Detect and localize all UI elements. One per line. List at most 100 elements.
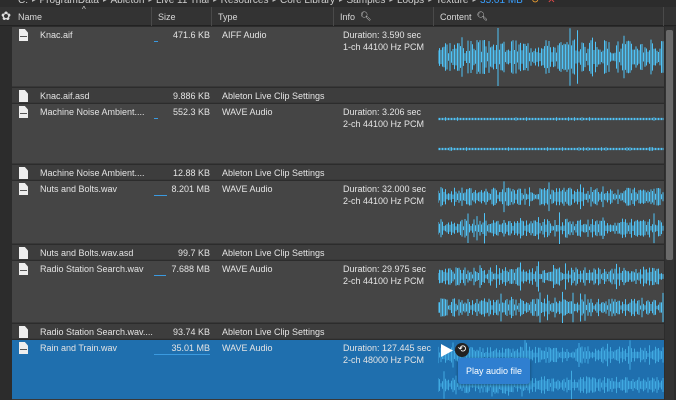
column-label: Content <box>440 11 472 22</box>
file-name: Rain and Train.wav <box>40 343 118 353</box>
waveform[interactable] <box>438 181 664 244</box>
size-bar <box>154 195 167 196</box>
duration: Duration: 127.445 sec <box>343 343 432 353</box>
waveform[interactable] <box>438 27 664 87</box>
breadcrumb-item[interactable]: Samples <box>346 0 386 6</box>
chevron-right-icon: ▸ <box>339 0 343 4</box>
duration: Duration: 3.206 sec <box>343 107 422 117</box>
scrollbar-thumb[interactable] <box>666 30 673 260</box>
file-info: Duration: 3.590 sec 1-ch 44100 Hz PCM <box>343 29 424 53</box>
file-row[interactable]: Knac.aif.asd 9.886 KB Ableton Live Clip … <box>12 88 664 103</box>
breadcrumb-item[interactable]: C: <box>18 0 28 6</box>
search-icon[interactable]: 🔍︎ <box>360 11 372 21</box>
folder-size: 35.01 MB <box>480 0 523 6</box>
waveform[interactable] <box>438 104 664 164</box>
file-type: WAVE Audio <box>222 107 273 117</box>
duration: Duration: 3.590 sec <box>343 30 422 40</box>
file-size: 12.88 KB <box>172 168 210 178</box>
file-type: Ableton Live Clip Settings <box>222 168 325 178</box>
scrollbar[interactable] <box>665 27 674 400</box>
file-name: Radio Station Search.wav.... <box>40 327 153 337</box>
file-name: Nuts and Bolts.wav <box>40 184 118 194</box>
breadcrumb-item[interactable]: Resources <box>220 0 269 6</box>
format: 2-ch 44100 Hz PCM <box>343 119 425 129</box>
column-label: Type <box>218 11 238 22</box>
settings-file-icon <box>19 167 28 179</box>
duration: Duration: 29.975 sec <box>343 264 427 274</box>
file-size: 35.01 MB <box>171 343 210 353</box>
column-label: Size <box>158 11 176 22</box>
audio-file-icon <box>19 29 28 41</box>
file-row[interactable]: Nuts and Bolts.wav.asd 99.7 KB Ableton L… <box>12 245 664 260</box>
breadcrumb-item[interactable]: Loops <box>396 0 425 6</box>
file-type: AIFF Audio <box>222 30 267 40</box>
audio-file-icon <box>19 106 28 118</box>
file-type: WAVE Audio <box>222 343 273 353</box>
audio-file-icon <box>19 342 28 354</box>
breadcrumb-item[interactable]: Ableton <box>110 0 145 6</box>
file-type: WAVE Audio <box>222 264 273 274</box>
file-row[interactable]: Machine Noise Ambient.... 552.3 KB WAVE … <box>12 104 664 164</box>
file-row[interactable]: Knac.aif 471.6 KB AIFF Audio Duration: 3… <box>12 27 664 87</box>
size-bar <box>154 118 158 119</box>
close-icon[interactable]: ✕ <box>547 0 556 6</box>
settings-file-icon <box>19 326 28 338</box>
file-info: Duration: 3.206 sec 2-ch 44100 Hz PCM <box>343 106 424 130</box>
file-name: Machine Noise Ambient.... <box>40 168 145 178</box>
file-size: 8.201 MB <box>171 184 210 194</box>
column-content[interactable]: Content 🔍︎ <box>434 7 664 26</box>
column-header: ✿ Name ^ Size Type Info 🔍︎ Content 🔍︎ <box>0 5 676 26</box>
file-size: 99.7 KB <box>177 248 210 258</box>
audio-file-icon <box>19 263 28 275</box>
breadcrumb-item[interactable]: ProgramData <box>39 0 99 6</box>
sort-arrow-icon: ^ <box>82 5 86 14</box>
file-name: Radio Station Search.wav <box>40 264 144 274</box>
size-bar <box>154 41 158 42</box>
settings-file-icon <box>19 90 28 102</box>
chevron-right-icon: ▸ <box>213 0 217 4</box>
column-size[interactable]: Size <box>152 7 212 26</box>
search-icon[interactable]: 🔍︎ <box>476 11 488 21</box>
file-row[interactable]: Machine Noise Ambient.... 12.88 KB Ablet… <box>12 165 664 180</box>
breadcrumb-item[interactable]: Live 11 Trial <box>155 0 210 6</box>
size-bar <box>154 275 167 276</box>
file-size: 93.74 KB <box>172 327 210 337</box>
file-row[interactable]: Radio Station Search.wav.... 93.74 KB Ab… <box>12 324 664 339</box>
file-type: Ableton Live Clip Settings <box>222 91 325 101</box>
chevron-right-icon: ▸ <box>428 0 432 4</box>
file-info: Duration: 127.445 sec 2-ch 48000 Hz PCM <box>343 342 431 366</box>
file-row[interactable]: Radio Station Search.wav 7.688 MB WAVE A… <box>12 261 664 323</box>
refresh-icon[interactable]: ↻ <box>530 0 540 6</box>
file-size: 9.886 KB <box>172 91 210 101</box>
file-size: 552.3 KB <box>172 107 210 117</box>
column-name[interactable]: Name ^ <box>12 5 152 26</box>
waveform[interactable] <box>438 340 664 400</box>
breadcrumb: C: ▸ ProgramData ▸ Ableton ▸ Live 11 Trial ▸ Res… <box>0 0 676 6</box>
chevron-right-icon: ▸ <box>472 0 477 4</box>
chevron-right-icon: ▸ <box>102 0 107 4</box>
size-bar <box>154 354 210 355</box>
waveform[interactable] <box>438 261 664 323</box>
loop-icon[interactable]: ⟲ <box>455 343 469 357</box>
gear-icon[interactable]: ✿ <box>1 9 12 23</box>
breadcrumb-item[interactable]: Texture <box>435 0 469 6</box>
chevron-right-icon: ▸ <box>389 0 393 4</box>
duration: Duration: 32.000 sec <box>343 184 427 194</box>
file-row[interactable]: Nuts and Bolts.wav 8.201 MB WAVE Audio D… <box>12 181 664 244</box>
breadcrumb-item[interactable]: Core Library <box>279 0 335 6</box>
settings-file-icon <box>19 247 28 259</box>
column-info[interactable]: Info 🔍︎ <box>334 7 434 26</box>
file-name: Machine Noise Ambient.... <box>40 107 145 117</box>
file-type: Ableton Live Clip Settings <box>222 248 325 258</box>
format: 1-ch 44100 Hz PCM <box>343 42 425 52</box>
audio-file-icon <box>19 183 28 195</box>
file-row[interactable]: Rain and Train.wav 35.01 MB WAVE Audio D… <box>12 340 664 400</box>
file-name: Knac.aif <box>40 30 73 40</box>
file-type: WAVE Audio <box>222 184 273 194</box>
format: 2-ch 48000 Hz PCM <box>343 355 425 365</box>
chevron-right-icon: ▸ <box>272 0 276 4</box>
format: 2-ch 44100 Hz PCM <box>343 276 425 286</box>
format: 2-ch 44100 Hz PCM <box>343 196 425 206</box>
column-type[interactable]: Type <box>212 7 334 26</box>
file-type: Ableton Live Clip Settings <box>222 327 325 337</box>
